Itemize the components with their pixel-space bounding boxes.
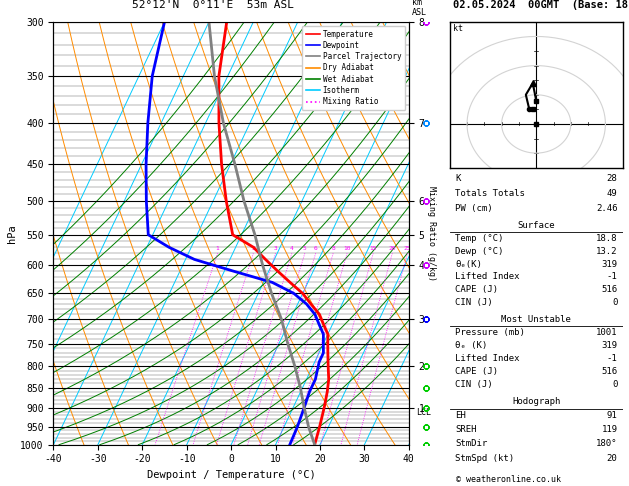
Text: 49: 49 [607,189,618,198]
Text: 516: 516 [601,367,618,376]
Text: -1: -1 [607,273,618,281]
Text: km
ASL: km ASL [412,0,427,17]
Text: 20: 20 [389,246,396,251]
Text: kt: kt [453,24,463,33]
Text: 1: 1 [216,246,220,251]
Text: Temp (°C): Temp (°C) [455,234,503,243]
Text: -1: -1 [607,354,618,363]
Text: Pressure (mb): Pressure (mb) [455,328,525,337]
Text: StmDir: StmDir [455,439,487,449]
Text: CAPE (J): CAPE (J) [455,367,498,376]
Y-axis label: Mixing Ratio (g/kg): Mixing Ratio (g/kg) [426,186,435,281]
Text: 52°12'N  0°11'E  53m ASL: 52°12'N 0°11'E 53m ASL [132,0,294,10]
Text: 0: 0 [612,298,618,307]
Text: 25: 25 [404,246,411,251]
Y-axis label: hPa: hPa [8,224,18,243]
Text: 4: 4 [290,246,294,251]
Text: 10: 10 [343,246,351,251]
Text: 119: 119 [601,425,618,434]
Text: 91: 91 [607,411,618,420]
Text: CAPE (J): CAPE (J) [455,285,498,295]
Text: 20: 20 [607,453,618,463]
Text: 15: 15 [369,246,377,251]
Text: SREH: SREH [455,425,476,434]
Text: Dewp (°C): Dewp (°C) [455,247,503,256]
Text: CIN (J): CIN (J) [455,298,493,307]
Text: Surface: Surface [518,221,555,230]
Text: 2: 2 [252,246,255,251]
Text: Lifted Index: Lifted Index [455,273,520,281]
Text: Lifted Index: Lifted Index [455,354,520,363]
Text: 516: 516 [601,285,618,295]
Text: K: K [455,174,460,183]
Text: Hodograph: Hodograph [512,397,560,406]
Text: 319: 319 [601,260,618,269]
Text: 02.05.2024  00GMT  (Base: 18): 02.05.2024 00GMT (Base: 18) [453,0,629,10]
Text: 28: 28 [607,174,618,183]
Text: 8: 8 [331,246,335,251]
Text: 5: 5 [303,246,307,251]
Text: PW (cm): PW (cm) [455,204,493,212]
X-axis label: Dewpoint / Temperature (°C): Dewpoint / Temperature (°C) [147,470,316,480]
Text: 1001: 1001 [596,328,618,337]
Text: Most Unstable: Most Unstable [501,315,571,324]
Text: θₑ(K): θₑ(K) [455,260,482,269]
Legend: Temperature, Dewpoint, Parcel Trajectory, Dry Adiabat, Wet Adiabat, Isotherm, Mi: Temperature, Dewpoint, Parcel Trajectory… [302,26,405,110]
Text: 180°: 180° [596,439,618,449]
Text: CIN (J): CIN (J) [455,380,493,389]
Text: 0: 0 [612,380,618,389]
Text: 13.2: 13.2 [596,247,618,256]
Text: Totals Totals: Totals Totals [455,189,525,198]
Text: LCL: LCL [416,408,431,417]
Text: 3: 3 [274,246,277,251]
Text: 319: 319 [601,341,618,350]
Text: © weatheronline.co.uk: © weatheronline.co.uk [456,475,561,484]
Text: 6: 6 [314,246,318,251]
Text: 18.8: 18.8 [596,234,618,243]
Text: 2.46: 2.46 [596,204,618,212]
Text: EH: EH [455,411,465,420]
Text: θₑ (K): θₑ (K) [455,341,487,350]
Text: StmSpd (kt): StmSpd (kt) [455,453,514,463]
